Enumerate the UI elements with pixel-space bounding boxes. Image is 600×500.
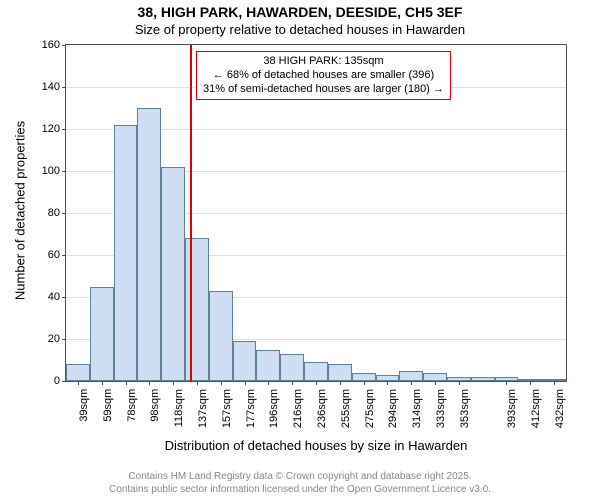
histogram-bar [256, 350, 280, 382]
histogram-bar [161, 167, 185, 381]
y-tick-label: 60 [48, 249, 60, 261]
histogram-bar [471, 377, 495, 381]
x-tick-label: 137sqm [197, 389, 209, 428]
x-tick-label: 39sqm [78, 389, 90, 422]
page-subtitle: Size of property relative to detached ho… [0, 22, 600, 37]
x-tick-label: 196sqm [268, 389, 280, 428]
x-tick-label: 59sqm [102, 389, 114, 422]
x-tick-label: 236sqm [316, 389, 328, 428]
histogram-bar [352, 373, 376, 381]
footer-line: Contains public sector information licen… [0, 484, 600, 497]
y-tick-label: 140 [42, 81, 60, 93]
page-title: 38, HIGH PARK, HAWARDEN, DEESIDE, CH5 3E… [0, 4, 600, 20]
histogram-bar [280, 354, 304, 381]
x-tick-label: 333sqm [435, 389, 447, 428]
histogram-bar [114, 125, 138, 381]
y-tick-label: 100 [42, 165, 60, 177]
attribution-footer: Contains HM Land Registry data © Crown c… [0, 471, 600, 496]
histogram-bar [137, 108, 161, 381]
x-tick-label: 78sqm [126, 389, 138, 422]
x-tick-label: 118sqm [173, 389, 185, 427]
x-axis-label: Distribution of detached houses by size … [65, 438, 567, 453]
footer-line: Contains HM Land Registry data © Crown c… [0, 471, 600, 484]
y-tick-label: 160 [42, 39, 60, 51]
histogram-bar [304, 362, 328, 381]
y-tick-label: 0 [54, 375, 60, 387]
histogram-bar [209, 291, 233, 381]
histogram-bar [185, 238, 209, 381]
x-tick-label: 98sqm [149, 389, 161, 422]
x-tick-label: 177sqm [245, 389, 257, 428]
histogram-bar [423, 373, 447, 381]
annotation-line: 38 HIGH PARK: 135sqm [203, 55, 444, 69]
histogram-bar [328, 364, 352, 381]
y-tick-label: 120 [42, 123, 60, 135]
y-tick-label: 40 [48, 291, 60, 303]
x-tick-label: 393sqm [506, 389, 518, 428]
histogram-bar [90, 287, 114, 382]
marker-annotation: 38 HIGH PARK: 135sqm← 68% of detached ho… [196, 51, 451, 100]
y-tick-label: 80 [48, 207, 60, 219]
x-tick-label: 157sqm [221, 389, 233, 428]
x-tick-label: 255sqm [340, 389, 352, 428]
annotation-line: ← 68% of detached houses are smaller (39… [203, 69, 444, 83]
annotation-line: 31% of semi-detached houses are larger (… [203, 83, 444, 97]
x-tick-label: 294sqm [387, 389, 399, 428]
x-tick-label: 275sqm [364, 389, 376, 428]
x-tick-label: 412sqm [530, 389, 542, 428]
histogram-bar [233, 341, 257, 381]
property-marker-line [190, 45, 192, 381]
histogram-bar [66, 364, 90, 381]
histogram-bar [399, 371, 423, 382]
x-tick-label: 353sqm [459, 389, 471, 428]
x-tick-label: 314sqm [411, 389, 423, 428]
y-axis-label: Number of detached properties [13, 111, 28, 311]
histogram-plot: 02040608010012014016039sqm59sqm78sqm98sq… [65, 44, 567, 382]
x-tick-label: 432sqm [554, 389, 566, 428]
x-tick-label: 216sqm [292, 389, 304, 428]
y-tick-label: 20 [48, 333, 60, 345]
